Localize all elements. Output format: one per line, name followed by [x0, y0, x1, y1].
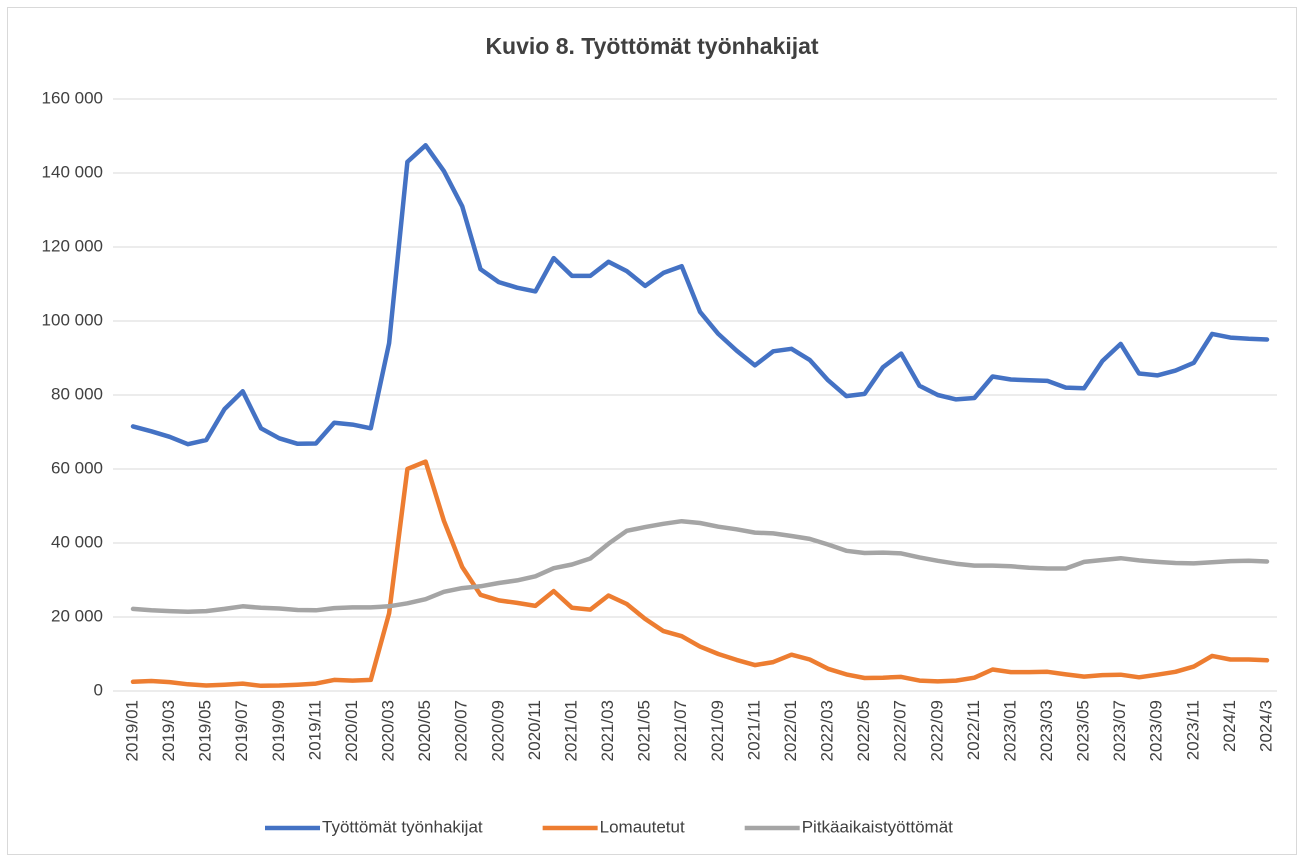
x-tick-label: 2022/03: [818, 700, 837, 761]
x-tick-label: 2022/11: [964, 700, 983, 760]
x-tick-label: 2024/3: [1256, 700, 1275, 752]
x-tick-label: 2021/03: [598, 700, 617, 761]
x-tick-label: 2019/11: [305, 700, 324, 760]
x-tick-label: 2022/05: [854, 700, 873, 761]
x-tick-label: 2020/09: [488, 700, 507, 761]
y-tick-label: 20 000: [51, 606, 103, 625]
y-tick-label: 80 000: [51, 384, 103, 403]
x-tick-label: 2022/09: [927, 700, 946, 761]
series-line: [130, 518, 1270, 615]
x-tick-label: 2019/05: [196, 700, 215, 761]
x-tick-label: 2021/09: [708, 700, 727, 761]
x-tick-label: 2023/05: [1074, 700, 1093, 761]
legend-label: Työttömät työnhakijat: [322, 817, 483, 836]
x-tick-label: 2023/11: [1183, 700, 1202, 760]
series-line: [130, 459, 1270, 689]
x-tick-label: 2019/03: [159, 700, 178, 761]
x-tick-label: 2022/01: [781, 700, 800, 761]
x-tick-label: 2021/07: [671, 700, 690, 761]
y-tick-label: 120 000: [42, 236, 103, 255]
x-tick-label: 2024/1: [1220, 700, 1239, 752]
y-tick-label: 140 000: [42, 162, 103, 181]
x-tick-label: 2021/11: [744, 700, 763, 760]
y-tick-label: 60 000: [51, 458, 103, 477]
legend-label: Lomautetut: [600, 817, 685, 836]
x-tick-label: 2019/07: [232, 700, 251, 761]
x-tick-label: 2021/05: [635, 700, 654, 761]
y-tick-label: 160 000: [42, 88, 103, 107]
x-tick-label: 2023/01: [1000, 700, 1019, 761]
x-tick-label: 2023/09: [1147, 700, 1166, 761]
x-tick-label: 2020/05: [415, 700, 434, 761]
y-tick-label: 100 000: [42, 310, 103, 329]
x-tick-label: 2023/03: [1037, 700, 1056, 761]
x-tick-label: 2020/07: [452, 700, 471, 761]
series-line: [130, 143, 1270, 447]
chart-title: Kuvio 8. Työttömät työnhakijat: [485, 33, 818, 59]
chart-border: [7, 7, 1297, 855]
x-tick-label: 2023/07: [1110, 700, 1129, 761]
x-tick-label: 2019/01: [122, 700, 141, 761]
x-tick-label: 2021/01: [561, 700, 580, 761]
x-tick-label: 2019/09: [269, 700, 288, 761]
x-tick-label: 2020/03: [379, 700, 398, 761]
x-tick-label: 2020/11: [525, 700, 544, 760]
y-tick-label: 40 000: [51, 532, 103, 551]
y-tick-label: 0: [94, 680, 103, 699]
x-tick-label: 2020/01: [342, 700, 361, 761]
x-tick-label: 2022/07: [891, 700, 910, 761]
legend-label: Pitkäaikaistyöttömät: [802, 817, 953, 836]
